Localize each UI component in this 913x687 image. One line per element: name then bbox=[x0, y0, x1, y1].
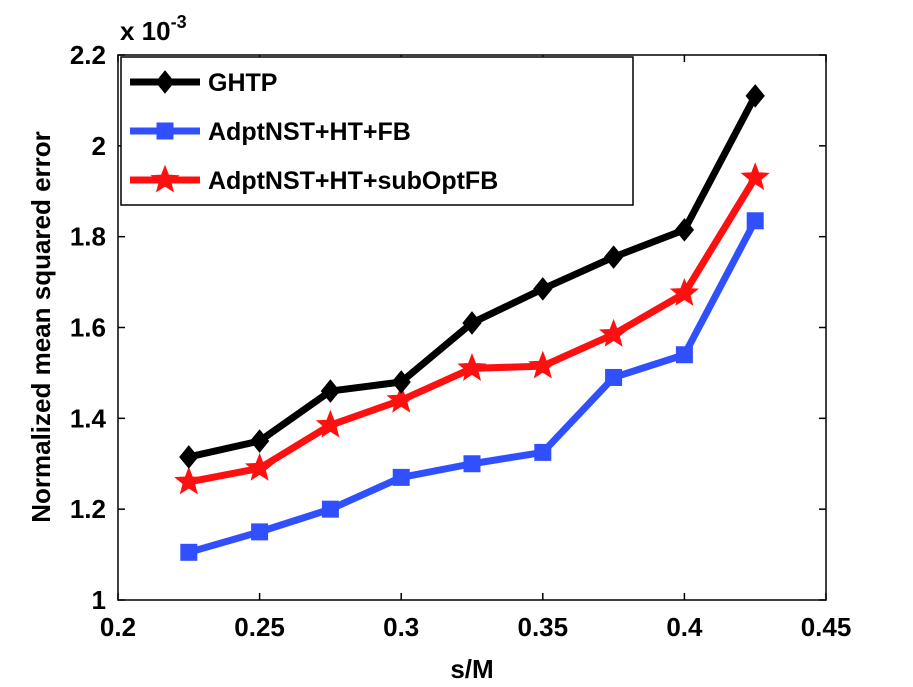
data-point bbox=[528, 350, 558, 379]
data-point bbox=[740, 162, 770, 191]
x-tick-label: 0.4 bbox=[666, 612, 703, 642]
data-point bbox=[533, 277, 553, 301]
data-point bbox=[180, 543, 198, 561]
legend-marker bbox=[156, 122, 174, 140]
y-axis: 1 1.2 1.4 1.6 1.8 2 2.2 bbox=[70, 40, 826, 615]
data-point bbox=[605, 368, 623, 386]
data-point bbox=[315, 409, 346, 438]
y-tick-label: 1.4 bbox=[70, 403, 107, 433]
data-point bbox=[320, 379, 341, 403]
series-layer bbox=[174, 84, 770, 561]
data-point bbox=[675, 346, 693, 364]
x-tick-label: 0.3 bbox=[383, 612, 419, 642]
data-point bbox=[674, 218, 695, 242]
series-diamond bbox=[179, 84, 765, 469]
y-tick-label: 2 bbox=[92, 131, 106, 161]
data-point bbox=[174, 466, 204, 495]
data-point bbox=[462, 311, 482, 335]
legend-marker bbox=[150, 164, 180, 193]
data-point bbox=[598, 318, 629, 347]
data-point bbox=[386, 384, 416, 413]
y-scale-factor: x 10-3 bbox=[120, 12, 187, 46]
x-tick-label: 0.25 bbox=[234, 612, 285, 642]
legend-label: AdptNST+HT+subOptFB bbox=[208, 167, 498, 195]
data-point bbox=[457, 352, 487, 381]
data-point bbox=[534, 443, 552, 461]
data-point bbox=[244, 452, 275, 481]
data-point bbox=[746, 212, 764, 230]
data-point bbox=[669, 278, 700, 306]
data-point bbox=[321, 500, 339, 518]
legend-entry: AdptNST+HT+FB bbox=[130, 118, 411, 146]
legend-entry: GHTP bbox=[130, 69, 277, 97]
legend-label: AdptNST+HT+FB bbox=[208, 118, 411, 146]
y-tick-label: 1 bbox=[92, 585, 106, 615]
data-point bbox=[251, 523, 269, 541]
y-axis-label: Normalized mean squared error bbox=[26, 131, 56, 523]
data-point bbox=[745, 84, 765, 108]
legend-label: GHTP bbox=[208, 69, 277, 97]
data-point bbox=[391, 370, 411, 394]
x-tick-label: 0.35 bbox=[517, 612, 568, 642]
legend-marker bbox=[155, 70, 175, 94]
x-tick-label: 0.45 bbox=[801, 612, 852, 642]
data-point bbox=[603, 245, 624, 269]
data-point bbox=[392, 468, 410, 486]
x-axis-label: s/M bbox=[450, 654, 493, 684]
legend-entry: AdptNST+HT+subOptFB bbox=[130, 164, 498, 195]
y-tick-label: 1.2 bbox=[70, 494, 106, 524]
y-tick-label: 1.6 bbox=[70, 313, 106, 343]
data-point bbox=[179, 445, 199, 469]
legend-box bbox=[120, 56, 634, 206]
data-point bbox=[249, 429, 270, 453]
y-tick-label: 2.2 bbox=[70, 40, 106, 70]
series-star bbox=[174, 162, 770, 495]
x-tick-label: 0.2 bbox=[100, 612, 136, 642]
x-axis: 0.2 0.25 0.3 0.35 0.4 0.45 bbox=[100, 55, 851, 642]
y-tick-label: 1.8 bbox=[70, 222, 106, 252]
data-point bbox=[463, 455, 481, 473]
series-square bbox=[180, 212, 764, 561]
legend: GHTP AdptNST+HT+FB AdptNST+HT+subOptFB bbox=[120, 56, 634, 206]
